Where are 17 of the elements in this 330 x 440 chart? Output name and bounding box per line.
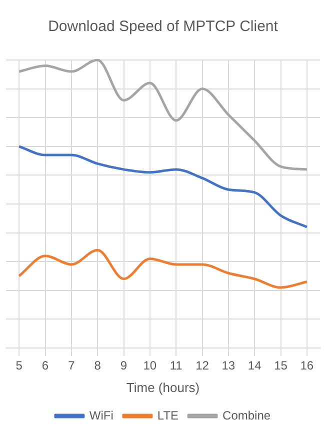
- legend-label: WiFi: [89, 408, 114, 422]
- chart-title: Download Speed of MPTCP Client: [48, 18, 279, 36]
- x-tick-label: 7: [68, 358, 76, 373]
- x-tick-label: 10: [143, 358, 157, 373]
- x-axis-title: Time (hours): [126, 380, 200, 395]
- x-tick-label: 13: [222, 358, 236, 373]
- x-tick-label: 9: [120, 358, 128, 373]
- x-tick-label: 8: [94, 358, 102, 373]
- x-tick-label: 16: [300, 358, 314, 373]
- x-tick-label: 11: [170, 358, 183, 373]
- x-tick-label: 15: [274, 358, 288, 373]
- x-tick-label: 12: [196, 358, 210, 373]
- legend-label: LTE: [157, 408, 179, 422]
- legend-label: Combine: [222, 408, 271, 422]
- x-tick-label: 5: [16, 358, 23, 373]
- x-tick-label: 6: [42, 358, 49, 373]
- x-tick-label: 14: [248, 358, 262, 373]
